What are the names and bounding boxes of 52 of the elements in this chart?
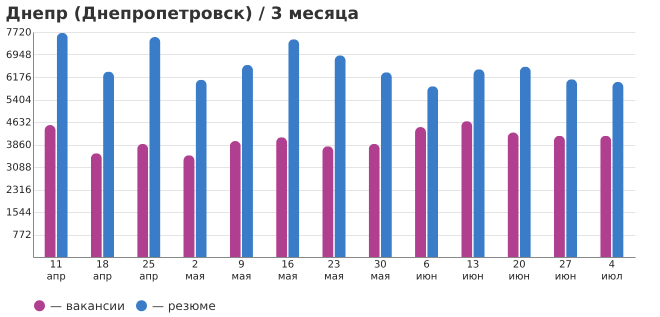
bar bbox=[566, 79, 578, 257]
bar bbox=[612, 82, 624, 257]
x-tick-label: 27 июн bbox=[554, 260, 576, 282]
bar bbox=[415, 127, 426, 257]
x-tick-label: 11 апр bbox=[46, 260, 66, 282]
bar bbox=[137, 144, 148, 257]
bar bbox=[520, 66, 531, 257]
x-tick-label: 23 мая bbox=[324, 260, 344, 282]
bar bbox=[90, 153, 102, 257]
x-tick-label: 6 июн bbox=[416, 260, 438, 282]
y-tick-label: 4632 bbox=[6, 118, 32, 128]
bar bbox=[230, 141, 241, 257]
bar bbox=[380, 72, 392, 257]
y-tick-label: 2316 bbox=[6, 185, 32, 196]
legend-label: — резюме bbox=[152, 298, 216, 313]
bar bbox=[600, 136, 612, 257]
x-tick-label: 2 мая bbox=[185, 260, 205, 282]
x-tick-label: 20 июн bbox=[508, 260, 530, 282]
x-tick-label: 30 мая bbox=[370, 260, 390, 282]
y-tick-label: 5404 bbox=[6, 95, 32, 106]
bar bbox=[44, 124, 56, 257]
chart-title: Днепр (Днепропетровск) / 3 месяца bbox=[6, 4, 359, 24]
bar bbox=[554, 136, 565, 257]
bar bbox=[103, 72, 114, 257]
bar bbox=[196, 80, 207, 257]
y-tick-label: 772 bbox=[12, 230, 32, 241]
y-tick-label: 3860 bbox=[6, 140, 32, 151]
bar bbox=[508, 132, 519, 257]
x-tick-label: 25 апр bbox=[139, 260, 158, 282]
bar bbox=[276, 137, 288, 257]
bar bbox=[427, 86, 438, 257]
y-tick-label: 7720 bbox=[6, 28, 32, 38]
bar bbox=[56, 32, 68, 257]
x-tick-label: 4 июл bbox=[601, 260, 622, 282]
y-tick-label: 3088 bbox=[6, 162, 32, 174]
bar bbox=[242, 64, 253, 257]
bar bbox=[461, 121, 472, 257]
x-tick-label: 13 июн bbox=[462, 260, 484, 282]
y-tick-label: 6176 bbox=[6, 72, 32, 84]
bar bbox=[474, 69, 484, 257]
x-tick-label: 9 мая bbox=[232, 260, 252, 282]
bar bbox=[288, 39, 300, 257]
legend-label: — вакансии bbox=[50, 298, 125, 313]
x-tick-label: 18 апр bbox=[92, 260, 112, 282]
bar bbox=[334, 55, 346, 257]
bar bbox=[322, 146, 334, 257]
y-tick-label: 6948 bbox=[6, 50, 32, 61]
bar bbox=[184, 155, 194, 257]
x-tick-label: 16 мая bbox=[278, 260, 298, 282]
bar bbox=[149, 36, 160, 257]
y-tick-label: 1544 bbox=[6, 208, 32, 218]
bar bbox=[368, 144, 380, 257]
